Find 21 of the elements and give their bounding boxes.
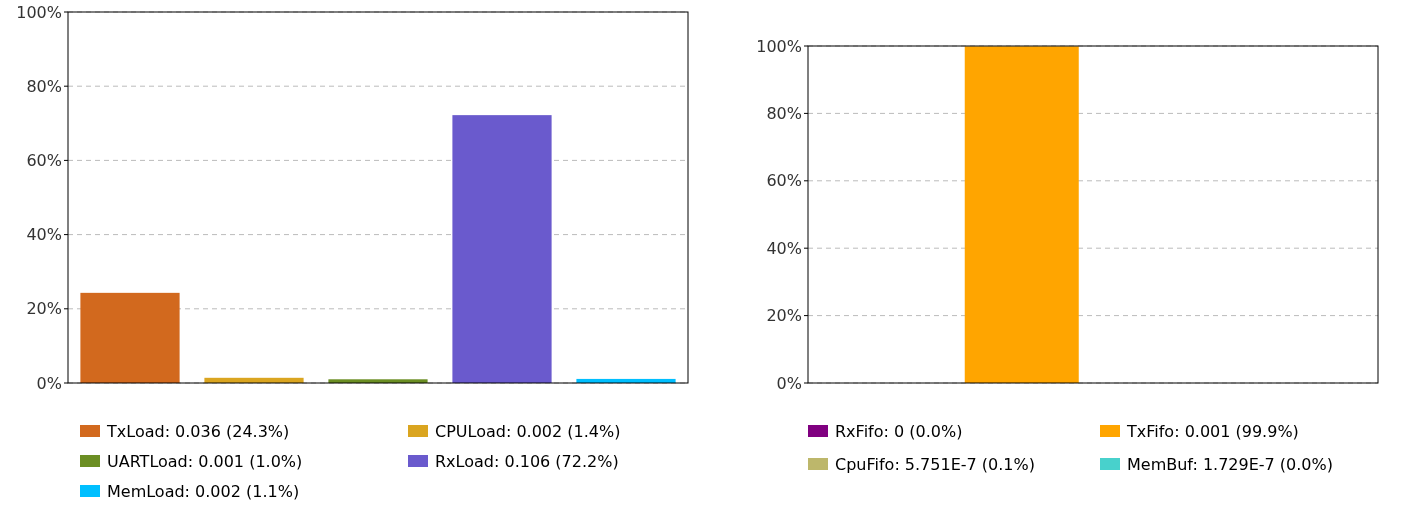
y-tick-label: 60%: [26, 151, 62, 170]
y-tick-label: 40%: [26, 225, 62, 245]
y-tick-label: 20%: [766, 306, 802, 326]
legend-label: CPULoad: 0.002 (1.4%): [435, 421, 621, 441]
y-tick-label: 80%: [766, 104, 802, 123]
y-tick-label: 80%: [26, 76, 62, 96]
y-tick-label: 0%: [776, 373, 802, 393]
legend-label: RxLoad: 0.106 (72.2%): [435, 451, 619, 471]
legend-label: CpuFifo: 5.751E-7 (0.1%): [835, 454, 1035, 474]
legend-label: TxFifo: 0.001 (99.9%): [1126, 421, 1299, 441]
legend-label: UARTLoad: 0.001 (1.0%): [107, 451, 303, 471]
y-tick-label: 60%: [766, 171, 802, 191]
legend-label: RxFifo: 0 (0.0%): [835, 421, 963, 441]
y-tick-label: 40%: [766, 238, 802, 258]
legend-label: TxLoad: 0.036 (24.3%): [106, 421, 290, 441]
y-tick-label: 100%: [756, 36, 802, 56]
y-tick-label: 20%: [26, 299, 62, 319]
y-tick-label: 0%: [36, 373, 62, 393]
y-tick-label: 100%: [16, 2, 62, 22]
legend-label: MemBuf: 1.729E-7 (0.0%): [1127, 454, 1333, 474]
legend-label: MemLoad: 0.002 (1.1%): [107, 481, 300, 501]
